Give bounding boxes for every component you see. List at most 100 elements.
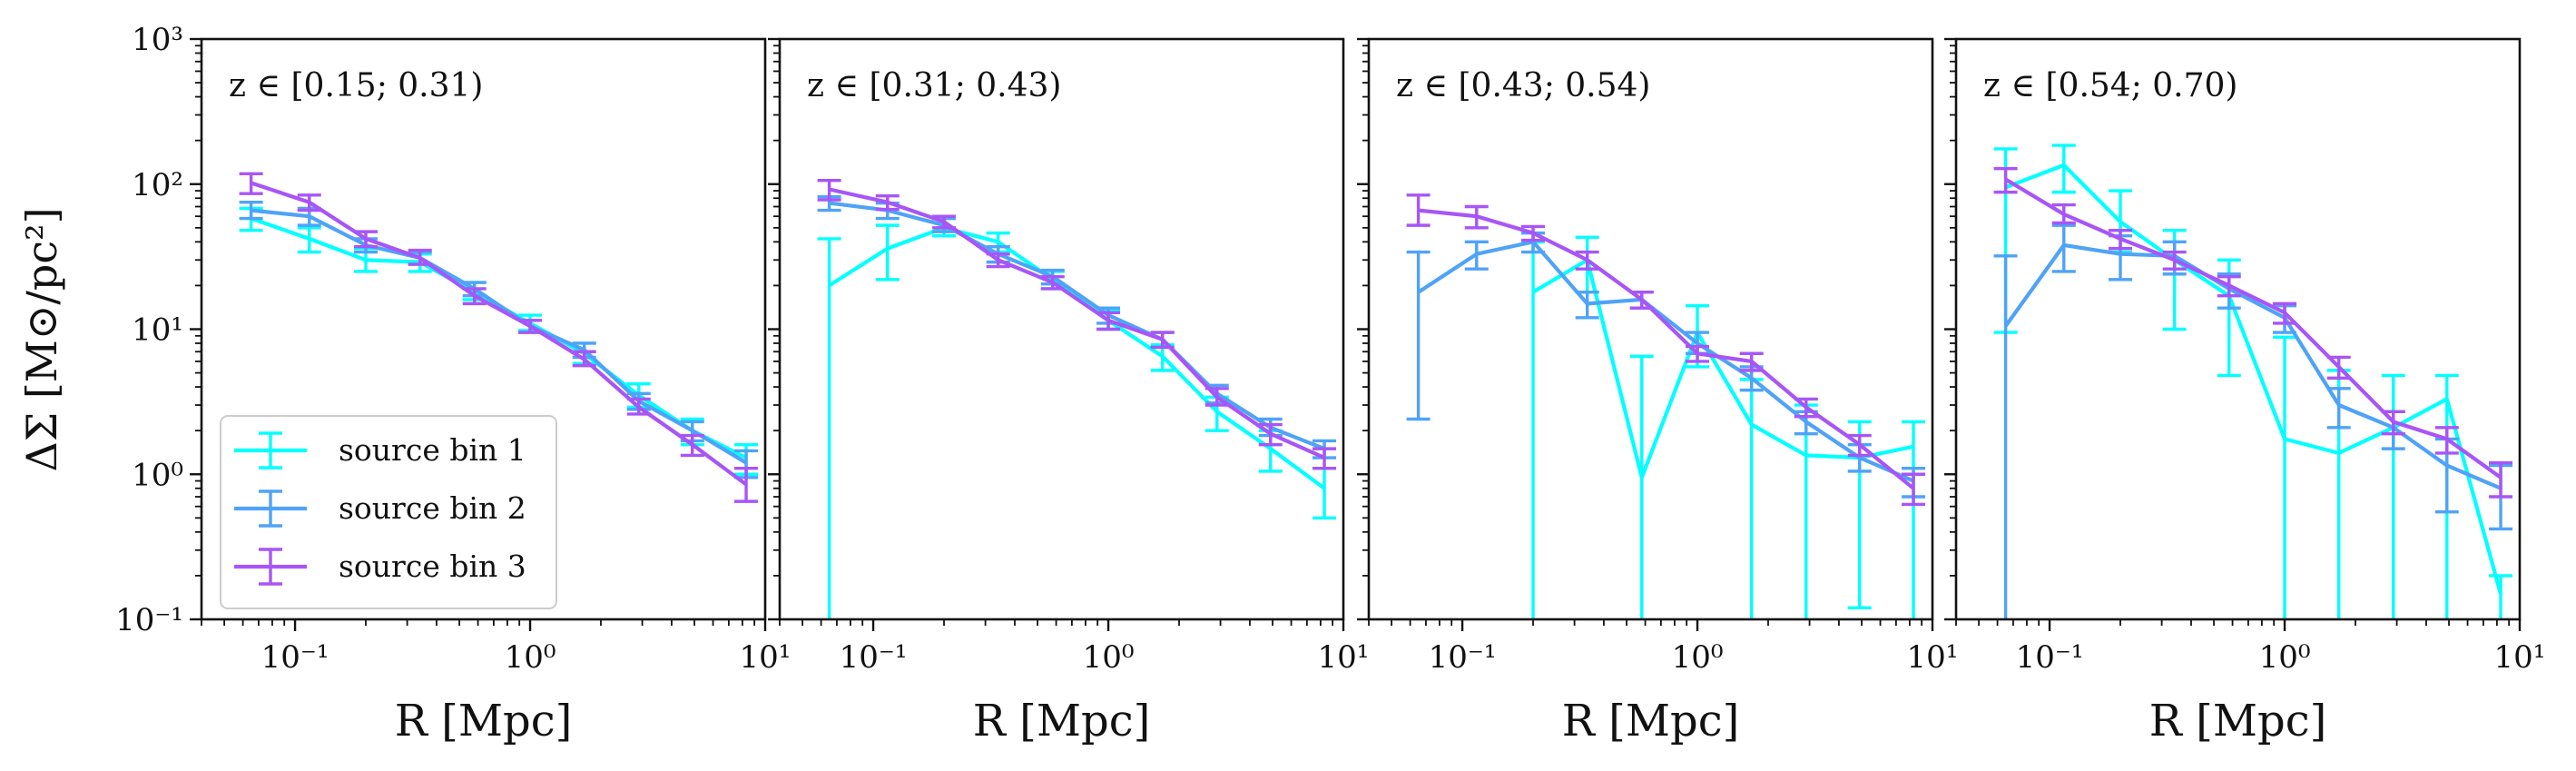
panel-frame [1367, 37, 1934, 621]
panel-1: 10⁻¹ 10⁰ 10¹ 10⁻¹ 10⁰ 10¹ 10² 10³ R [Mpc] z ∈ [0.… [115, 22, 791, 746]
legend-label: source bin 3 [339, 549, 526, 584]
series-line [2003, 242, 2502, 490]
x-ticks [201, 619, 767, 631]
error-bar [817, 179, 841, 202]
error-bar [518, 319, 543, 334]
error-bar [2489, 460, 2513, 499]
error-bar [1575, 291, 1599, 320]
x-tick-label: 10⁻¹ [1429, 639, 1497, 676]
error-bar [1902, 472, 1926, 507]
error-bar [297, 193, 321, 213]
legend-label: source bin 2 [339, 490, 526, 526]
error-bar [1847, 433, 1872, 458]
series-group [1993, 143, 2513, 619]
x-axis-label: R [Mpc] [1562, 696, 1740, 746]
redshift-annotation: z ∈ [0.54; 0.70) [1983, 67, 2237, 104]
error-bar [1040, 275, 1065, 291]
error-bar [1258, 422, 1283, 447]
error-bar [2051, 203, 2076, 225]
error-bar [1993, 166, 2018, 194]
x-tick-label: 10⁻¹ [261, 639, 329, 676]
y-ticks [768, 37, 780, 621]
error-bar [1464, 240, 1489, 271]
legend-entry: source bin 3 [234, 548, 526, 586]
x-tick-label: 10¹ [1907, 639, 1959, 676]
series-line [2004, 163, 2503, 595]
error-bar [2051, 143, 2076, 194]
series-group [1406, 193, 1926, 619]
legend-label: source bin 1 [339, 432, 526, 468]
error-bar [1739, 351, 1764, 372]
error-bar [817, 237, 841, 619]
legend-entry: source bin 2 [234, 489, 526, 528]
error-bar [626, 397, 651, 416]
panels-group: 10⁻¹ 10⁰ 10¹ 10⁻¹ 10⁰ 10¹ 10² 10³ R [Mpc] z ∈ [0.… [115, 22, 2545, 746]
x-tick-label: 10¹ [740, 639, 791, 676]
error-bar [680, 433, 704, 458]
error-bar [1629, 291, 1654, 310]
error-bar [1902, 420, 1926, 619]
y-ticks [1944, 37, 1956, 621]
y-tick-label: 10³ [132, 22, 183, 58]
error-bar [1629, 354, 1654, 619]
x-ticks [1955, 619, 2522, 631]
error-bar [1794, 403, 1818, 619]
error-bar [875, 193, 900, 212]
series-group [817, 179, 1337, 619]
legend-entry: source bin 1 [234, 431, 526, 470]
panel-frame [778, 37, 1345, 621]
legend: source bin 1 source bin 2 source bin 3 [220, 415, 557, 609]
error-bar [1464, 204, 1489, 230]
series-line [1418, 208, 1915, 490]
x-axis-label: R [Mpc] [395, 696, 573, 746]
error-bar [1575, 250, 1599, 271]
series-line [2004, 177, 2502, 479]
y-ticks [190, 37, 202, 621]
error-bar [1406, 250, 1431, 421]
error-bar [354, 230, 379, 249]
error-bar [2217, 275, 2241, 298]
error-bar [1521, 224, 1546, 242]
x-tick-label: 10⁰ [2259, 639, 2311, 676]
panel-4: 10⁻¹ 10⁰ 10¹ R [Mpc] z ∈ [0.54; 0.70) [1944, 37, 2546, 746]
error-bar [986, 252, 1010, 269]
error-bar [1150, 331, 1175, 350]
x-ticks [1368, 619, 1934, 631]
error-bar [1521, 240, 1546, 619]
error-bar [2326, 355, 2351, 381]
error-bar [1993, 254, 2018, 619]
error-bar [2434, 426, 2459, 455]
legend-items: source bin 1 source bin 2 source bin 3 [234, 431, 526, 586]
error-bar [932, 214, 957, 230]
error-bar [1096, 311, 1121, 331]
error-bar [462, 287, 487, 306]
series-group [239, 172, 759, 503]
error-bar [408, 248, 432, 266]
error-bar [734, 466, 759, 503]
x-axis-label: R [Mpc] [2149, 696, 2327, 746]
x-tick-label: 10¹ [2494, 639, 2546, 676]
x-tick-label: 10⁰ [1672, 639, 1724, 676]
error-bar [1406, 193, 1431, 227]
panel-frame [1954, 37, 2522, 621]
error-bar [2326, 387, 2351, 430]
redshift-annotation: z ∈ [0.15; 0.31) [229, 67, 483, 104]
x-tick-label: 10⁻¹ [2016, 639, 2084, 676]
error-bar [1204, 387, 1229, 407]
x-tick-label: 10⁰ [505, 639, 556, 676]
series-line [829, 187, 1325, 460]
series-line [1417, 240, 1914, 483]
series-line [829, 201, 1325, 451]
error-bar [875, 223, 900, 282]
error-bar [1794, 397, 1818, 419]
error-bar [1313, 447, 1337, 470]
error-bar [2162, 250, 2187, 271]
y-tick-label: 10² [132, 167, 183, 203]
series-line [828, 225, 1326, 490]
series-line [1531, 258, 1914, 479]
error-bar [1739, 378, 1764, 619]
error-bar [1313, 466, 1337, 520]
error-bar [239, 201, 263, 221]
series-line [251, 208, 748, 465]
